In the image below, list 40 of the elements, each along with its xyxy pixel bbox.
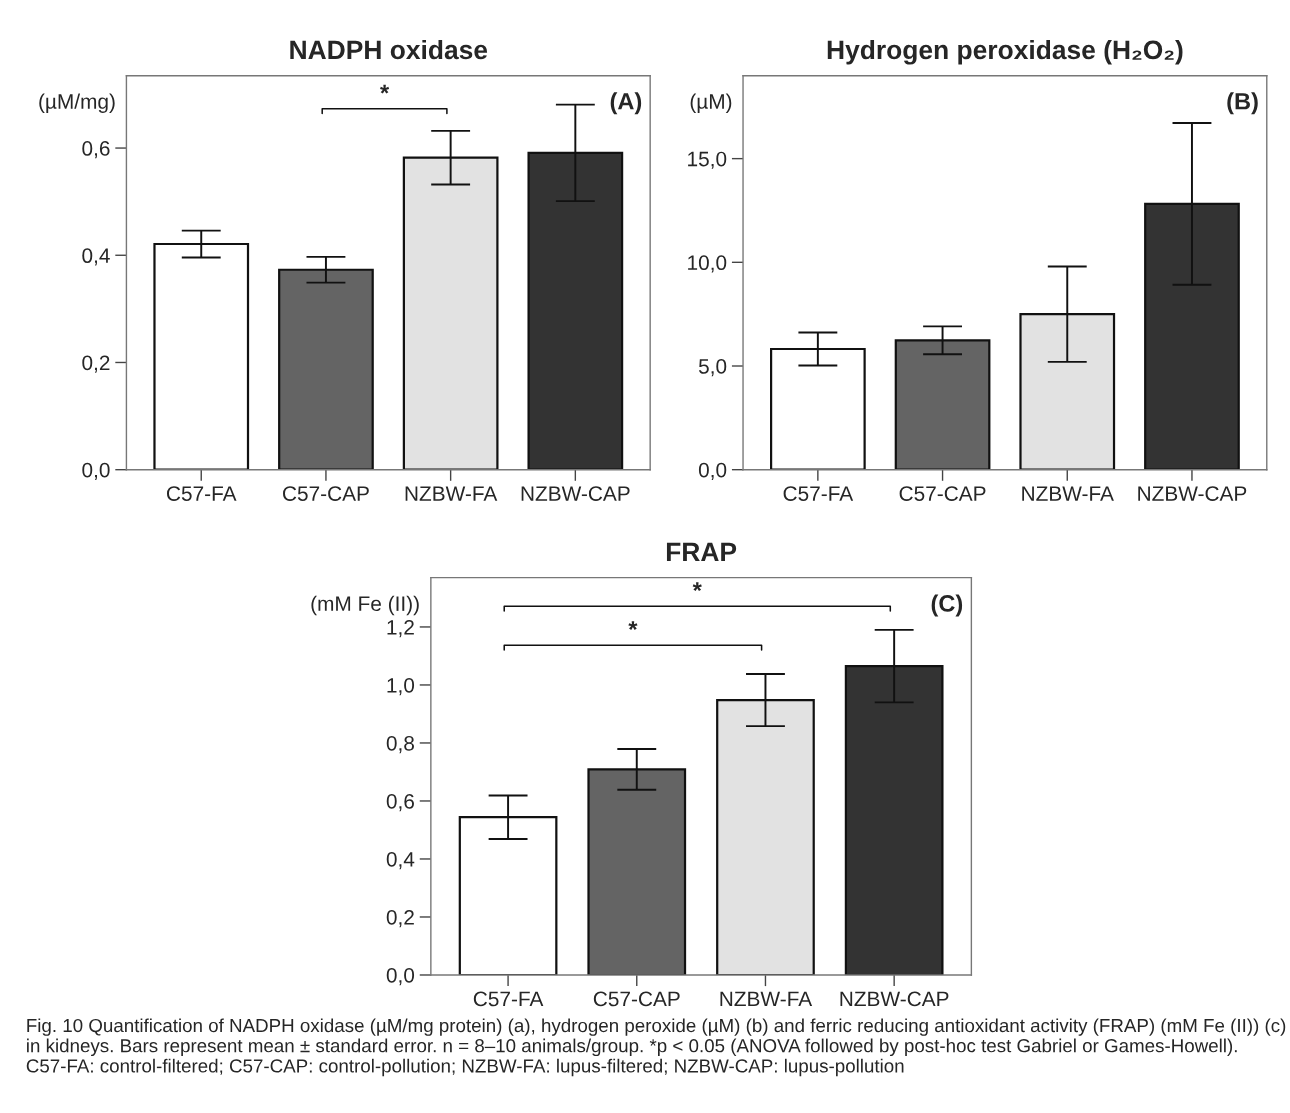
annotation: *: [628, 621, 638, 630]
y-tick-label: 0,6: [82, 141, 110, 159]
x-tick-label: NZBW-FA: [1022, 486, 1114, 501]
x-tick-label: C57-CAP: [899, 486, 986, 501]
x-tick-label: C57-FA: [783, 486, 854, 501]
y-tick-label: 0,8: [386, 735, 414, 754]
annotation: (B): [1227, 92, 1258, 115]
y-tick-label: 0,0: [386, 967, 415, 986]
y-tick-label: 0,2: [386, 909, 414, 928]
x-tick-label: C57-CAP: [283, 486, 369, 501]
x-tick-label: NZBW-CAP: [1138, 486, 1247, 501]
y-axis-title: (µM/mg): [39, 93, 115, 113]
y-tick-label: 0,4: [386, 851, 415, 870]
x-tick-label: NZBW-FA: [405, 486, 498, 501]
x-tick-label: NZBW-CAP: [840, 991, 949, 1007]
y-tick-label: 15,0: [688, 151, 727, 169]
y-tick-label: 0,6: [386, 793, 414, 812]
chart-title: NADPH oxidase: [290, 39, 488, 60]
y-tick-label: 5,0: [698, 359, 727, 377]
chart-title: FRAP: [666, 542, 737, 561]
x-tick-label: C57-CAP: [593, 991, 680, 1007]
y-tick-label: 1,2: [387, 619, 414, 638]
chart-title: Hydrogen peroxidase (H₂O₂): [827, 39, 1183, 65]
y-tick-label: 0,0: [82, 462, 110, 480]
annotation: (A): [610, 92, 642, 115]
caption: Fig. 10 Quantification of NADPH oxidase (µM/mg protein) (a), hydrogen peroxide (µM) (b) and ferric reducing antioxidant activity (FRAP) (mM Fe (II)) (c) in kidneys. Bars represent mean ± standard error. n = 8–10 animals/group. *p < 0.05 (ANOVA followed by post-hoc test Gabriel or Games-Howell). C57-FA: control-filtered; C57-CAP: control-pollution; NZBW-FA: lupus-filtered; NZBW-CAP: lupus-pollution: [26, 1018, 1286, 1077]
y-tick-label: 0,4: [82, 248, 110, 266]
y-axis-title: (mM Fe (II)): [311, 595, 419, 616]
x-tick-label: C57-FA: [473, 991, 544, 1007]
y-tick-label: 1,0: [387, 677, 415, 696]
annotation: *: [692, 582, 702, 592]
x-tick-label: C57-FA: [166, 486, 237, 501]
annotation: *: [380, 84, 390, 94]
y-tick-label: 0,0: [698, 462, 727, 480]
y-tick-label: 0,2: [82, 355, 110, 373]
y-axis-title: (µM): [690, 93, 732, 113]
annotation: (C): [931, 594, 963, 617]
y-tick-label: 10,0: [688, 255, 727, 273]
x-tick-label: NZBW-FA: [720, 991, 813, 1007]
x-tick-label: NZBW-CAP: [521, 486, 630, 501]
